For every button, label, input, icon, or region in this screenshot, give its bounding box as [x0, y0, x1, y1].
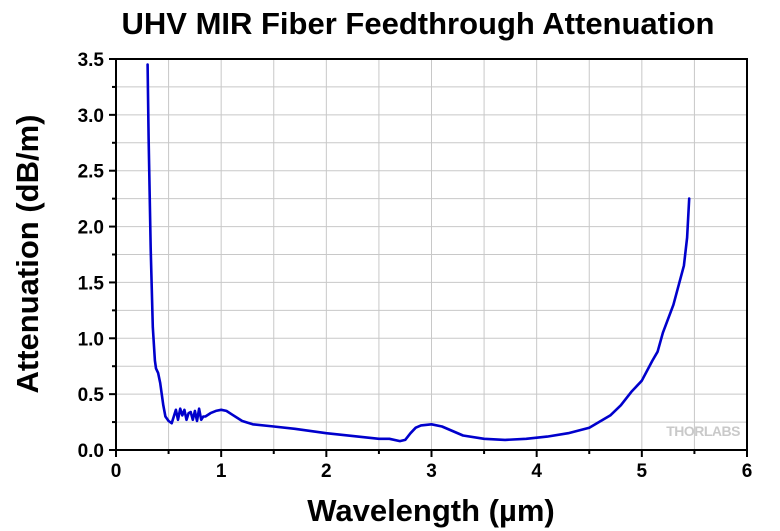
- x-axis-label: Wavelength (µm): [307, 493, 555, 528]
- x-tick-label: 0: [111, 461, 122, 482]
- series-group: [146, 63, 691, 443]
- x-tick-label: 3: [426, 461, 437, 482]
- y-axis-label: Attenuation (dB/m): [10, 115, 45, 394]
- axis-ticks: [109, 58, 748, 457]
- y-tick-label: 3.5: [78, 50, 105, 71]
- x-tick-labels: 0 1 2 3 4 5 6: [111, 461, 753, 482]
- grid: [116, 59, 747, 450]
- y-tick-labels: 0.0 0.5 1.0 1.5 2.0 2.5 3.0 3.5: [78, 50, 105, 462]
- x-tick-label: 1: [216, 461, 227, 482]
- series-line-1: [146, 63, 691, 443]
- x-tick-label: 5: [637, 461, 648, 482]
- y-tick-label: 0.5: [78, 385, 105, 406]
- y-tick-label: 2.5: [78, 162, 105, 183]
- x-tick-label: 6: [742, 461, 753, 482]
- chart-title: UHV MIR Fiber Feedthrough Attenuation: [122, 6, 715, 41]
- y-tick-label: 3.0: [78, 106, 104, 127]
- x-tick-label: 4: [531, 461, 542, 482]
- watermark-logo: THORLABS: [666, 423, 740, 439]
- y-tick-label: 1.0: [78, 329, 104, 350]
- y-tick-label: 2.0: [78, 218, 104, 239]
- x-tick-label: 2: [321, 461, 332, 482]
- y-tick-label: 0.0: [78, 441, 104, 462]
- y-tick-label: 1.5: [78, 273, 105, 294]
